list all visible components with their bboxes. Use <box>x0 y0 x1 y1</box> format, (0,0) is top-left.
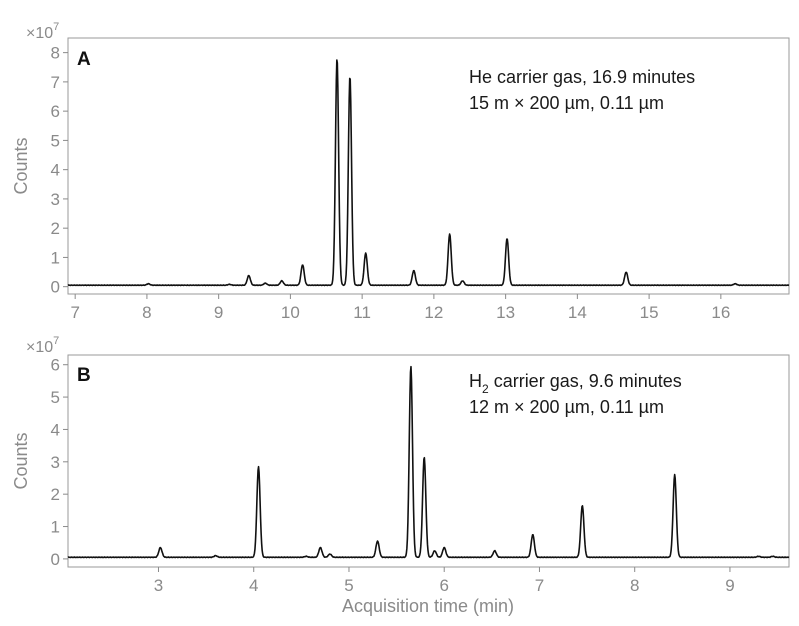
panel-b-y-multiplier: ×107 <box>26 335 59 356</box>
y-tick-label: 8 <box>51 44 60 63</box>
y-tick-label: 6 <box>51 102 60 121</box>
x-tick-label: 16 <box>711 303 730 322</box>
panel-a-y-axis: 0 1 2 3 4 5 6 7 8 <box>51 44 68 297</box>
y-tick-label: 0 <box>51 278 60 297</box>
panel-a-y-multiplier: ×107 <box>26 21 59 42</box>
panel-b-chart: 0 1 2 3 4 5 6 3 4 5 6 7 8 9 ×107 B Counts H2 carrier… <box>11 335 790 616</box>
x-axis-title: Acquisition time (min) <box>342 596 514 616</box>
panel-b-annotation-line1: H2 carrier gas, 9.6 minutes <box>469 371 682 396</box>
x-tick-label: 7 <box>535 576 544 595</box>
x-tick-label: 7 <box>70 303 79 322</box>
panel-a-letter: A <box>77 49 91 70</box>
y-tick-label: 2 <box>51 219 60 238</box>
panel-b-chromatogram-trace <box>67 365 790 559</box>
y-tick-label: 3 <box>51 190 60 209</box>
x-tick-label: 15 <box>640 303 659 322</box>
x-tick-label: 9 <box>725 576 734 595</box>
x-tick-label: 11 <box>353 303 371 322</box>
panel-a-chromatogram-trace <box>67 59 790 287</box>
panel-b-y-axis-title: Counts <box>11 432 31 489</box>
x-tick-label: 6 <box>439 576 448 595</box>
x-tick-label: 5 <box>344 576 353 595</box>
x-tick-label: 12 <box>424 303 443 322</box>
x-tick-label: 8 <box>142 303 151 322</box>
panel-a-x-axis: 7 8 9 10 11 12 13 14 15 16 <box>70 294 730 322</box>
panel-a-annotation-line2: 15 m × 200 µm, 0.11 µm <box>469 93 664 113</box>
panel-b-letter: B <box>77 365 91 386</box>
y-tick-label: 3 <box>51 453 60 472</box>
panel-b-x-axis: 3 4 5 6 7 8 9 <box>154 567 735 595</box>
panel-b-annotation-line2: 12 m × 200 µm, 0.11 µm <box>469 397 664 417</box>
y-tick-label: 5 <box>51 131 60 150</box>
panel-a-annotation-line1: He carrier gas, 16.9 minutes <box>469 67 695 87</box>
panel-b-plot-frame <box>67 354 790 568</box>
x-tick-label: 10 <box>281 303 300 322</box>
y-tick-label: 1 <box>51 248 60 267</box>
panel-b-y-axis: 0 1 2 3 4 5 6 <box>51 356 68 569</box>
x-tick-label: 14 <box>568 303 587 322</box>
x-tick-label: 8 <box>630 576 639 595</box>
y-tick-label: 6 <box>51 356 60 375</box>
y-tick-label: 4 <box>51 420 60 439</box>
y-tick-label: 2 <box>51 485 60 504</box>
panel-a-y-axis-title: Counts <box>11 137 31 194</box>
y-tick-label: 1 <box>51 518 60 537</box>
x-tick-label: 3 <box>154 576 163 595</box>
panel-a-plot-frame <box>67 37 790 295</box>
y-tick-label: 7 <box>51 73 60 92</box>
x-tick-label: 9 <box>214 303 223 322</box>
y-tick-label: 4 <box>51 161 60 180</box>
y-tick-label: 5 <box>51 388 60 407</box>
y-tick-label: 0 <box>51 550 60 569</box>
x-tick-label: 4 <box>249 576 258 595</box>
x-tick-label: 13 <box>496 303 515 322</box>
